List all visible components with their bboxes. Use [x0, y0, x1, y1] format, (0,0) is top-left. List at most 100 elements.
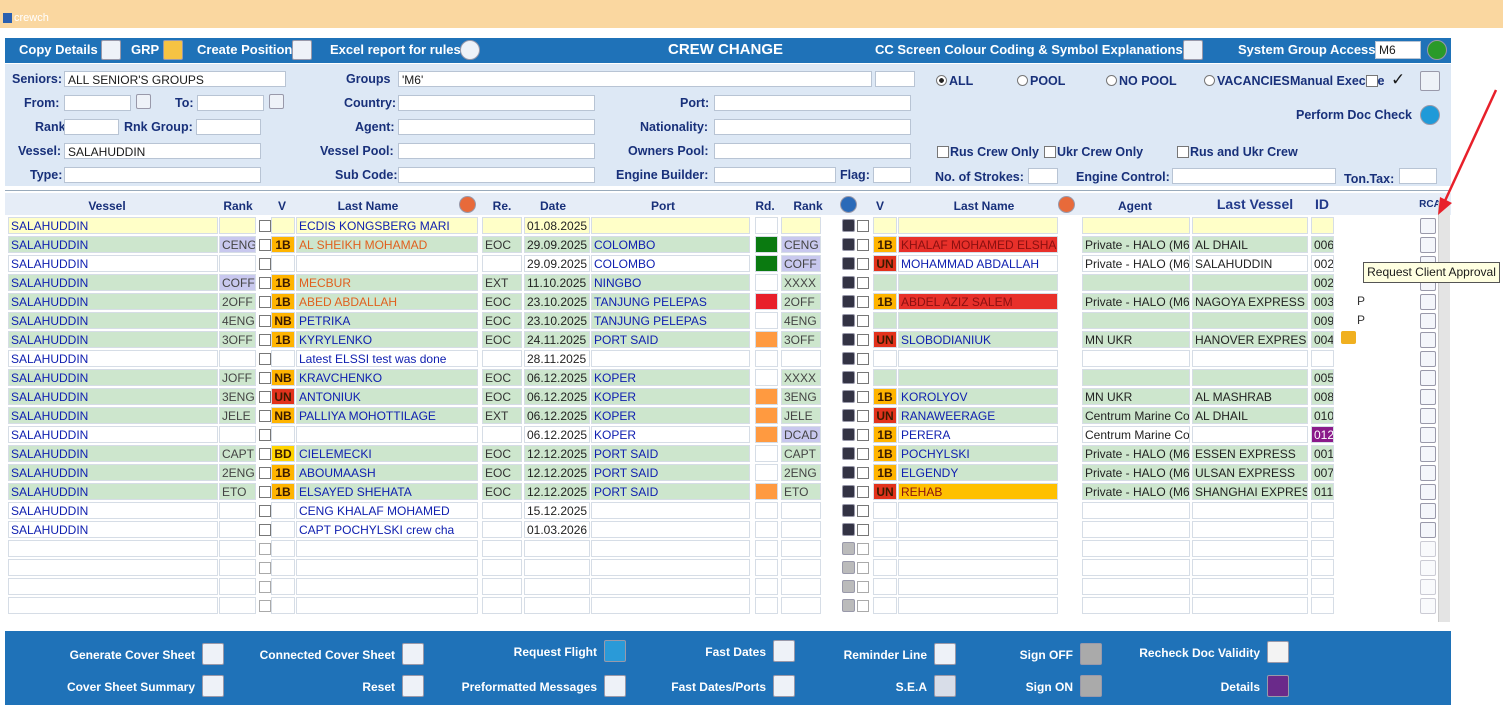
cell-agent[interactable]	[1082, 521, 1190, 538]
vessel-input[interactable]: SALAHUDDIN	[64, 143, 261, 159]
row-checkbox[interactable]	[259, 562, 271, 574]
cell-rank2[interactable]: JELE	[781, 407, 821, 424]
rca-icon[interactable]	[1420, 294, 1436, 310]
cell-name[interactable]	[296, 578, 478, 595]
cell-name[interactable]	[296, 426, 478, 443]
cell-port[interactable]: PORT SAID	[591, 483, 750, 500]
cell-date[interactable]: 24.11.2025	[524, 331, 590, 348]
cell-v[interactable]: 1B	[271, 274, 295, 291]
cell-v[interactable]	[271, 540, 295, 557]
cell-name2[interactable]	[898, 578, 1058, 595]
input[interactable]	[714, 143, 911, 159]
input[interactable]	[64, 167, 261, 183]
cell-vessel[interactable]: SALAHUDDIN	[8, 350, 218, 367]
cell-name[interactable]: ECDIS KONGSBERG MARI	[296, 217, 478, 234]
cell-id[interactable]: 009	[1311, 312, 1334, 329]
cell-name2[interactable]: RANAWEERAGE	[898, 407, 1058, 424]
readiness-swatch[interactable]	[755, 464, 778, 481]
footer-icon[interactable]	[1267, 675, 1289, 697]
cell-name2[interactable]	[898, 521, 1058, 538]
cell-v[interactable]	[271, 578, 295, 595]
footer-button[interactable]: Cover Sheet Summary	[66, 680, 195, 694]
readiness-swatch[interactable]	[755, 483, 778, 500]
cell-v2[interactable]: 1B	[873, 388, 897, 405]
cell-name[interactable]	[296, 597, 478, 614]
cell-id[interactable]: 002	[1311, 274, 1334, 291]
cell-id[interactable]: 011	[1311, 483, 1334, 500]
row-checkbox[interactable]	[259, 296, 271, 308]
cell-rank2[interactable]: 4ENG	[781, 312, 821, 329]
cell-rank2[interactable]	[781, 521, 821, 538]
cell-agent[interactable]: Centrum Marine Co	[1082, 426, 1190, 443]
input[interactable]	[64, 119, 119, 135]
footer-button[interactable]: Reminder Line	[843, 648, 927, 662]
search-icon[interactable]	[842, 276, 855, 289]
cell-port[interactable]	[591, 217, 750, 234]
cell-last-vessel[interactable]	[1192, 578, 1308, 595]
cell-vessel[interactable]: SALAHUDDIN	[8, 274, 218, 291]
cell-v2[interactable]: 1B	[873, 236, 897, 253]
row-checkbox[interactable]	[259, 277, 271, 289]
grp[interactable]: GRP	[131, 42, 160, 57]
cell-re[interactable]: EOC	[482, 293, 522, 310]
cell-port[interactable]: PORT SAID	[591, 464, 750, 481]
footer-icon[interactable]	[773, 675, 795, 697]
cell-id[interactable]: 006	[1311, 236, 1334, 253]
cell-re[interactable]	[482, 426, 522, 443]
cell-v[interactable]: 1B	[271, 483, 295, 500]
cell-v2[interactable]	[873, 369, 897, 386]
rca-icon[interactable]	[1420, 351, 1436, 367]
readiness-swatch[interactable]	[755, 426, 778, 443]
row-checkbox[interactable]	[857, 505, 869, 517]
info-icon[interactable]	[840, 196, 857, 213]
cell-agent[interactable]	[1082, 217, 1190, 234]
cell-date[interactable]: 29.09.2025	[524, 236, 590, 253]
search-icon[interactable]	[842, 466, 855, 479]
cell-id[interactable]: 012	[1311, 426, 1334, 443]
cell-v2[interactable]: UN	[873, 255, 897, 272]
cell-re[interactable]: EOC	[482, 483, 522, 500]
input[interactable]	[714, 95, 911, 111]
cell-date[interactable]: 06.12.2025	[524, 407, 590, 424]
ton-tax-select[interactable]	[1399, 168, 1437, 184]
radio[interactable]	[1204, 75, 1215, 86]
legend-icon[interactable]	[1183, 40, 1203, 60]
cell-id[interactable]: 004	[1311, 331, 1334, 348]
cell-v2[interactable]	[873, 559, 897, 576]
cell-v[interactable]	[271, 217, 295, 234]
footer-icon[interactable]	[1080, 643, 1102, 665]
readiness-swatch[interactable]	[755, 369, 778, 386]
cell-rank[interactable]	[219, 502, 256, 519]
cell-v[interactable]: 1B	[271, 464, 295, 481]
rca-icon[interactable]	[1420, 332, 1436, 348]
readiness-swatch[interactable]	[755, 407, 778, 424]
readiness-swatch[interactable]	[755, 350, 778, 367]
cell-port[interactable]	[591, 502, 750, 519]
cell-id[interactable]: 008	[1311, 388, 1334, 405]
cell-vessel[interactable]	[8, 597, 218, 614]
cell-rank2[interactable]: 2OFF	[781, 293, 821, 310]
radio[interactable]	[1017, 75, 1028, 86]
cell-rank2[interactable]: CENG	[781, 236, 821, 253]
cell-name[interactable]: ANTONIUK	[296, 388, 478, 405]
cell-port[interactable]: KOPER	[591, 426, 750, 443]
footer-button[interactable]: Recheck Doc Validity	[1139, 646, 1260, 660]
footer-icon[interactable]	[934, 675, 956, 697]
row-checkbox[interactable]	[857, 296, 869, 308]
cell-date[interactable]	[524, 540, 590, 557]
input[interactable]	[398, 119, 595, 135]
cell-rank2[interactable]	[781, 540, 821, 557]
cell-v[interactable]	[271, 255, 295, 272]
cell-id[interactable]: 003	[1311, 293, 1334, 310]
search-icon[interactable]	[842, 314, 855, 327]
cell-v[interactable]	[271, 559, 295, 576]
cell-last-vessel[interactable]	[1192, 597, 1308, 614]
cell-re[interactable]: EOC	[482, 236, 522, 253]
cell-port[interactable]: KOPER	[591, 407, 750, 424]
cell-agent[interactable]	[1082, 502, 1190, 519]
access-icon[interactable]	[1427, 40, 1447, 60]
cell-name[interactable]: PALLIYA MOHOTTILAGE	[296, 407, 478, 424]
row-checkbox[interactable]	[857, 429, 869, 441]
cell-v2[interactable]	[873, 274, 897, 291]
execute-icon[interactable]	[1420, 71, 1440, 91]
